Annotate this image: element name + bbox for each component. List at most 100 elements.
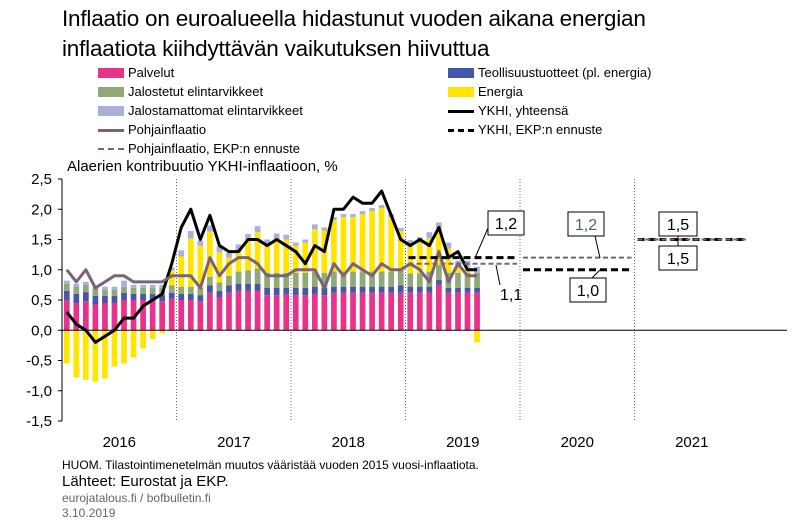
bar-palvelut-2018-05: [331, 292, 337, 331]
bar-energia-2018-10: [378, 208, 385, 272]
bar-teollisuus-2016-08: [130, 293, 137, 300]
bar-palvelut-2018-01: [292, 295, 299, 331]
bar-jalostetut-2018-01: [292, 272, 299, 288]
bar-jalostamattomat-2017-11: [273, 233, 280, 240]
bar-palvelut-2016-08: [130, 300, 137, 331]
bar-palvelut-2019-08: [474, 292, 480, 331]
bar-energia-2017-04: [207, 231, 213, 278]
bar-palvelut-2018-07: [350, 292, 356, 331]
bar-jalostetut-2018-06: [340, 271, 347, 287]
bar-teollisuus-2019-06: [455, 287, 461, 293]
bar-jalostamattomat-2016-10: [149, 284, 156, 288]
chart-title-line2: inflaatiota kiihdyttävän vaikutuksen hii…: [62, 36, 490, 61]
chart-subtitle: Alaerien kontribuutio YKHI-inflaatioon, …: [67, 158, 338, 175]
bar-jalostamattomat-2018-09: [369, 208, 375, 212]
footer-date: 3.10.2019: [62, 506, 116, 520]
bar-jalostamattomat-2018-05: [331, 217, 337, 221]
bar-palvelut-2018-04: [321, 295, 328, 331]
bar-energia-2016-08: [130, 330, 137, 358]
bar-jalostamattomat-2017-01: [178, 250, 185, 257]
bar-energia-2017-09: [254, 232, 261, 269]
bar-jalostetut-2018-11: [388, 271, 395, 287]
bar-palvelut-2017-07: [235, 290, 242, 331]
bar-energia-2019-06: [455, 266, 461, 273]
bar-palvelut-2017-03: [197, 301, 204, 331]
bar-energia-2019-04: [436, 228, 442, 265]
bar-jalostetut-2019-02: [416, 273, 423, 287]
x-tick-label-2016: 2016: [103, 434, 136, 451]
bar-teollisuus-2018-08: [359, 286, 366, 293]
bar-jalostamattomat-2017-03: [197, 240, 204, 246]
bar-energia-2016-02: [73, 330, 80, 378]
bar-energia-2018-03: [311, 229, 318, 272]
bar-teollisuus-2019-05: [445, 287, 452, 293]
bar-jalostetut-2016-10: [149, 287, 156, 294]
bar-jalostetut-2019-06: [455, 272, 461, 288]
bar-palvelut-2016-02: [73, 303, 80, 331]
annotation-ykhi-2020-leader: [591, 269, 601, 279]
axis-layer: 2,5 2,0 1,5 1,0 0,5 0,0 -0,5 -1,0 -1,5 2016 2017 20…: [26, 171, 787, 451]
bar-palvelut-2019-07: [464, 292, 471, 331]
x-tick-label-2019: 2019: [446, 434, 479, 451]
bar-jalostamattomat-2016-01: [63, 280, 70, 284]
bar-palvelut-2017-10: [264, 295, 270, 331]
bar-jalostamattomat-2016-11: [159, 284, 166, 288]
bar-teollisuus-2019-01: [407, 286, 414, 293]
x-tick-label-2018: 2018: [332, 434, 365, 451]
bar-energia-2016-01: [63, 330, 70, 364]
annotation-ykhi-2020-box: [569, 277, 607, 303]
bar-teollisuus-2018-12: [397, 285, 404, 293]
bar-teollisuus-2017-02: [187, 293, 194, 300]
bar-teollisuus-2016-02: [73, 293, 80, 304]
footer-note: HUOM. Tilastointimenetelmän muutos vääri…: [62, 458, 479, 472]
bar-jalostamattomat-2017-09: [254, 226, 261, 233]
bar-jalostetut-2017-12: [283, 272, 290, 288]
bar-energia-2019-01: [407, 246, 414, 274]
bar-jalostamattomat-2016-05: [102, 286, 108, 290]
bar-teollisuus-2017-10: [264, 287, 270, 296]
bar-palvelut-2016-03: [82, 301, 89, 331]
bar-palvelut-2016-01: [63, 300, 70, 331]
bar-jalostetut-2018-05: [331, 271, 337, 287]
bar-energia-2016-09: [140, 330, 146, 349]
bar-teollisuus-2019-03: [426, 286, 433, 293]
bar-jalostetut-2017-11: [273, 272, 280, 288]
bar-jalostetut-2016-09: [140, 287, 146, 294]
chart-title: Inflaatio on euroalueella hidastunut vuo…: [62, 4, 792, 64]
bar-jalostetut-2018-09: [369, 271, 375, 287]
bar-teollisuus-2016-09: [140, 293, 146, 300]
bar-energia-2019-08: [474, 330, 480, 343]
footer-sources: Lähteet: Eurostat ja EKP.: [62, 473, 229, 490]
forecast-layer: [408, 238, 746, 272]
y-tick-label-4: 0,5: [31, 292, 52, 309]
bar-jalostamattomat-2017-06: [226, 252, 232, 258]
lines-layer: [65, 189, 478, 344]
annotation-ykhi-2019: 1,2: [495, 216, 517, 233]
bar-jalostetut-2017-04: [207, 277, 213, 286]
bar-palvelut-2018-08: [359, 292, 366, 331]
bar-jalostamattomat-2018-08: [359, 211, 366, 215]
bar-palvelut-2016-10: [149, 300, 156, 331]
annotation-ykhi-2020: 1,0: [577, 283, 599, 300]
bar-jalostamattomat-2019-04: [436, 222, 442, 229]
bar-energia-2017-07: [235, 250, 242, 272]
bar-jalostetut-2019-01: [407, 273, 414, 287]
bar-teollisuus-2017-07: [235, 283, 242, 291]
annotation-pohja-2019-leader: [495, 264, 501, 286]
x-tick-label-2021: 2021: [675, 434, 708, 451]
y-tick-label-1: 2,0: [31, 201, 52, 218]
bar-palvelut-2018-03: [311, 293, 318, 331]
bar-teollisuus-2018-04: [321, 287, 328, 296]
bar-energia-2017-05: [216, 252, 223, 283]
bar-jalostetut-2016-05: [102, 289, 108, 296]
bar-palvelut-2016-11: [159, 301, 166, 331]
bar-jalostamattomat-2018-02: [302, 239, 309, 243]
bar-palvelut-2019-02: [416, 292, 423, 331]
bar-teollisuus-2017-05: [216, 290, 223, 297]
bar-energia-2016-06: [111, 330, 118, 367]
bar-palvelut-2017-01: [178, 300, 185, 331]
line-pohja: [65, 250, 478, 290]
y-tick-label-3: 1,0: [31, 262, 52, 279]
annotation-pohja-2020: 1,2: [575, 217, 597, 234]
bar-jalostamattomat-2018-01: [292, 242, 299, 246]
